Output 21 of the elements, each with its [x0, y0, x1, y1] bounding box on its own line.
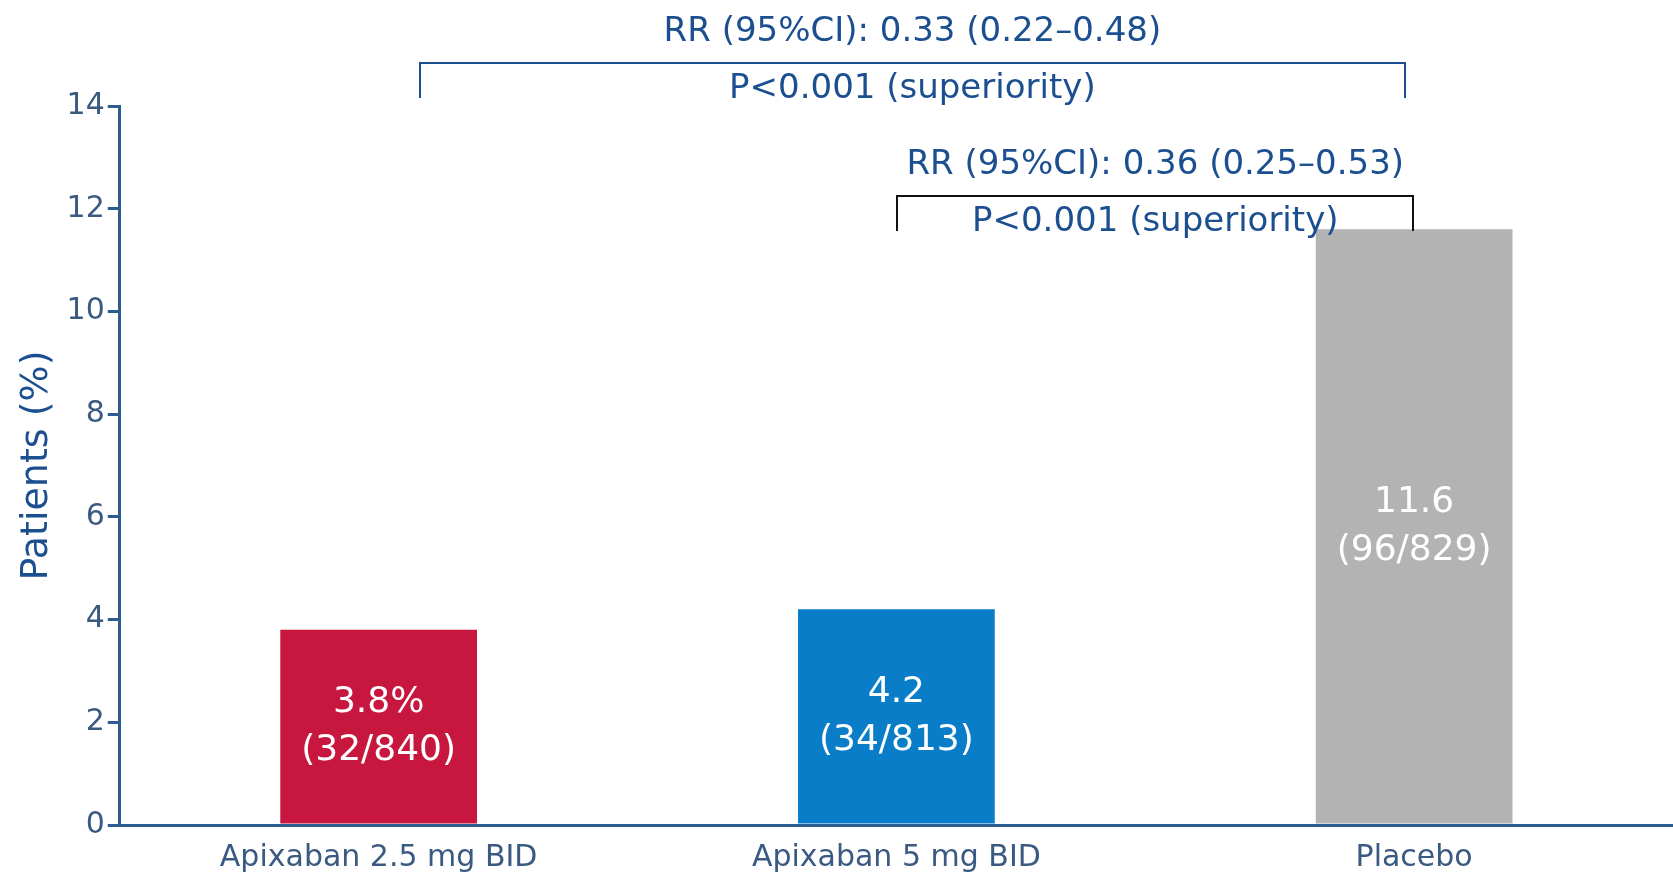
x-tick-label: Apixaban 5 mg BID [751, 837, 1041, 873]
y-tick-label: 0 [85, 804, 105, 840]
y-tick-label: 8 [85, 393, 105, 429]
y-tick-label: 2 [85, 702, 105, 738]
y-tick-label: 14 [66, 85, 105, 121]
y-axis-title: Patients (%) [11, 350, 56, 581]
y-tick-label: 6 [85, 496, 105, 532]
data-label: 3.8% (32/840) [301, 679, 457, 769]
x-tick-label: Apixaban 2.5 mg BID [219, 837, 538, 873]
bar [280, 629, 478, 824]
data-label: 4.2 (34/813) [819, 668, 974, 758]
text: RR (95%CI): 0.33 (0.22–0.48) [663, 8, 1162, 49]
y-tick-label: 10 [66, 291, 105, 327]
y-tick-label: 12 [66, 188, 105, 224]
annotation: RR (95%CI): 0.36 (0.25–0.53) [906, 141, 1405, 182]
y-tick-label: 4 [85, 599, 105, 635]
annotation: P<0.001 (superiority) [971, 198, 1339, 239]
x-tick-label: Placebo [1355, 837, 1473, 873]
data-label: 11.6 (96/829) [1336, 478, 1492, 568]
bar [798, 609, 995, 824]
text: P<0.001 (superiority) [729, 65, 1096, 106]
